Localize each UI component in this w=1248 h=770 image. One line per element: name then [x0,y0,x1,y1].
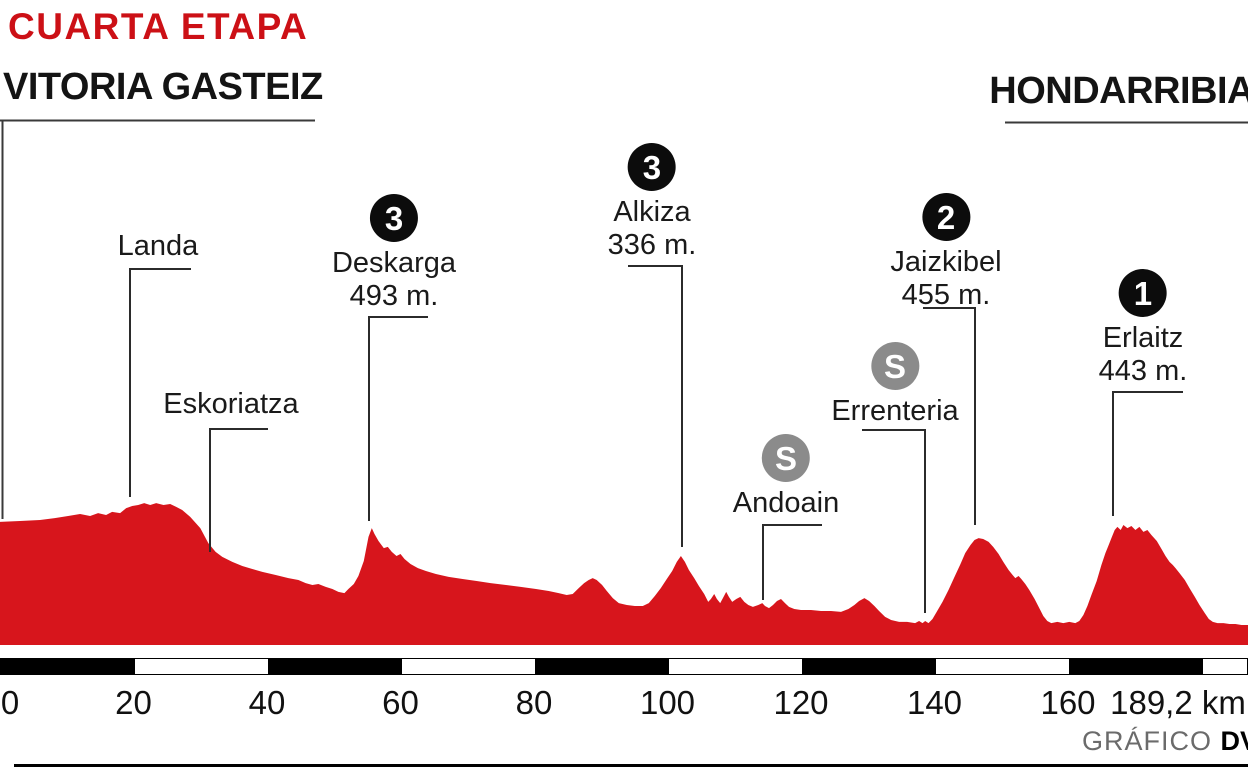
finish-city-label: HONDARRIBIA [989,70,1248,112]
marker-name: Erlaitz [1102,322,1184,354]
marker-eskoriatza: Eskoriatza [163,388,298,421]
category-3-badge: 3 [627,143,676,191]
category-1-badge: 1 [1118,269,1167,317]
marker-landa: Landa [118,230,199,263]
marker-jaizkibel: 2 Jaizkibel 455 m. [890,193,1002,312]
leader-line [923,307,976,525]
sprint-badge: S [762,434,810,482]
axis-tick-label: 60 [382,684,419,721]
marker-errenteria: S Errenteria [831,342,959,428]
marker-erlaitz: 1 Erlaitz 443 m. [1098,269,1188,388]
scale-segment [802,659,936,674]
scale-segment [535,659,669,674]
marker-name: Andoain [732,487,840,519]
axis-tick-label: 120 [773,684,829,721]
elevation-profile-area [0,503,1248,645]
axis-tick-label: 40 [248,684,286,721]
marker-name: Deskarga [331,247,457,279]
axis-tick-label: 0 [0,684,20,721]
scale-segment [668,659,802,674]
marker-alkiza: 3 Alkiza 336 m. [607,143,697,262]
marker-height: 336 m. [607,229,697,261]
stage-title: CUARTA ETAPA [8,6,309,47]
leader-line [862,429,926,613]
leader-line [1112,391,1183,516]
credit-line: GRÁFICO DV [1082,726,1248,757]
marker-name: Errenteria [831,395,959,427]
category-2-badge: 2 [922,193,970,241]
category-3-badge: 3 [370,194,418,242]
marker-name: Eskoriatza [163,388,299,420]
scale-segment [1,659,135,674]
leader-line [368,316,428,521]
axis-tick-label: 140 [906,684,963,721]
scale-segment [401,659,535,674]
marker-andoain: S Andoain [733,434,839,520]
leader-line [209,428,268,552]
scale-segment [1202,659,1247,674]
marker-name: Alkiza [613,196,691,228]
start-city-label: VITORIA GASTEIZ [3,66,323,108]
marker-height: 455 m. [901,279,991,311]
distance-scale-bar [0,658,1248,675]
scale-segment [134,659,268,674]
marker-height: 443 m. [1098,355,1188,387]
credit-prefix: GRÁFICO [1081,726,1212,756]
axis-tick-label: 160 [1040,684,1096,721]
axis-tick-label: 20 [115,684,152,721]
leader-line [129,268,191,497]
scale-segment [935,659,1069,674]
scale-segment [268,659,402,674]
sprint-badge: S [870,342,919,390]
axis-tick-label: 100 [639,684,696,721]
scale-segment [1069,659,1203,674]
marker-name: Jaizkibel [890,246,1002,278]
bottom-rule [14,764,1248,767]
marker-name: Landa [117,230,199,262]
leader-line [628,265,683,547]
marker-height: 493 m. [349,280,439,312]
axis-tick-label: 80 [515,684,553,721]
marker-deskarga: 3 Deskarga 493 m. [332,194,456,313]
axis-tick-label: 189,2 km [1110,684,1246,721]
leader-line [762,524,822,600]
credit-brand: DV [1220,726,1248,756]
leader-lines [129,265,1183,613]
